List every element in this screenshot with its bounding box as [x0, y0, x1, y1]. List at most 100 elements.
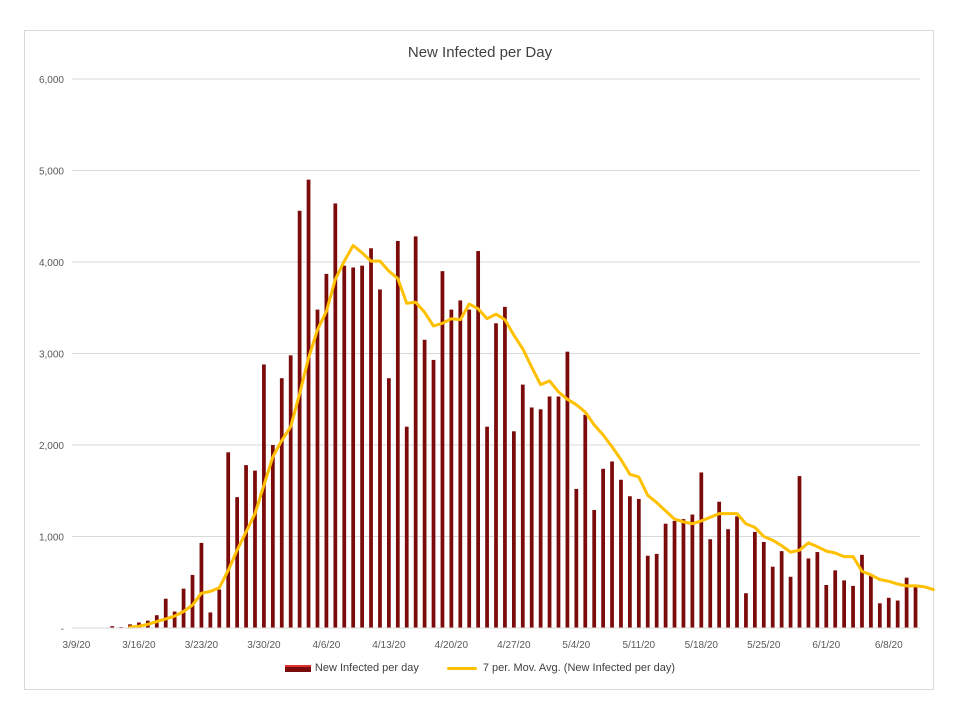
bar [601, 468, 605, 628]
x-tick-label: 5/18/20 [685, 640, 719, 651]
bar [842, 580, 847, 628]
legend-item-line: 7 per. Mov. Avg. (New Infected per day) [446, 662, 676, 674]
bar [244, 465, 248, 628]
bar [538, 409, 543, 628]
bar [690, 514, 695, 628]
x-tick-label: 6/1/20 [812, 640, 840, 651]
bar [333, 203, 338, 628]
legend-label-line: 7 per. Mov. Avg. (New Infected per day) [482, 662, 676, 674]
bar [226, 452, 231, 628]
x-tick-label: 4/13/20 [372, 640, 406, 651]
bar [565, 351, 570, 628]
bar [869, 574, 873, 628]
bar [628, 496, 632, 628]
bar [860, 554, 864, 628]
bar [467, 309, 472, 628]
bar [485, 426, 489, 628]
bar [395, 240, 400, 628]
bar [529, 407, 534, 628]
legend-label-bars: New Infected per day [314, 662, 419, 674]
x-tick-label: 5/4/20 [562, 640, 590, 651]
x-tick-label: 3/30/20 [247, 640, 281, 651]
bar [547, 396, 552, 628]
bar [431, 359, 436, 628]
bar [208, 612, 213, 628]
bar [235, 497, 240, 628]
bar [440, 271, 445, 628]
y-tick-label: 1,000 [39, 533, 64, 544]
bar [110, 626, 115, 628]
bar [806, 558, 811, 628]
x-tick-label: 3/23/20 [185, 640, 219, 651]
bar [494, 323, 498, 628]
bar [324, 273, 329, 628]
bar [199, 542, 204, 628]
bar [645, 555, 650, 628]
x-tick-label: 4/6/20 [312, 640, 340, 651]
bar [262, 364, 266, 628]
bar [735, 516, 739, 628]
bar [904, 577, 909, 628]
moving-average-line [128, 244, 935, 629]
bar [387, 378, 391, 628]
y-tick-label: 4,000 [39, 258, 64, 269]
x-tick-label: 3/9/20 [63, 640, 91, 651]
x-tick-label: 3/16/20 [122, 640, 156, 651]
bar [556, 396, 561, 628]
bar [172, 611, 177, 628]
bar [913, 585, 918, 628]
bar [779, 551, 784, 628]
bar [761, 541, 766, 628]
bar [770, 566, 775, 628]
legend: New Infected per day 7 per. Mov. Avg. (N… [0, 662, 960, 674]
bar [708, 539, 713, 628]
bar [503, 306, 507, 628]
bar [672, 520, 677, 628]
bar [163, 598, 168, 628]
bar [851, 585, 855, 628]
bar [744, 593, 748, 628]
x-axis-tick-labels: 3/9/20 3/16/20 3/23/20 3/30/20 4/6/20 4/13/20… [63, 640, 904, 651]
bar [788, 576, 793, 628]
bar [663, 523, 668, 628]
bar [458, 300, 463, 628]
bar [422, 339, 427, 628]
bar [877, 603, 882, 628]
bar [369, 248, 373, 628]
bar [592, 509, 597, 628]
bar [270, 445, 275, 628]
bar [833, 570, 838, 628]
bar [815, 552, 820, 628]
chart-title: New Infected per Day [407, 44, 553, 61]
bar [824, 584, 829, 628]
y-tick-label: - [61, 624, 64, 635]
bar [476, 251, 481, 628]
y-tick-label: 2,000 [39, 441, 64, 452]
bar [886, 597, 891, 628]
bar [378, 289, 382, 628]
bar [449, 309, 454, 628]
bar [895, 600, 900, 628]
bar [619, 479, 623, 628]
bar [413, 236, 418, 628]
bar [315, 309, 320, 628]
bar [520, 384, 525, 628]
bar [306, 179, 311, 628]
y-axis-tick-labels: - 1,000 2,000 3,000 4,000 5,000 6,000 [39, 75, 64, 635]
bar [217, 589, 222, 628]
y-tick-label: 5,000 [39, 167, 64, 178]
bar [636, 498, 641, 628]
x-tick-label: 4/20/20 [435, 640, 469, 651]
bar [511, 431, 516, 628]
legend-bar-swatch [284, 664, 311, 672]
bar [726, 529, 730, 628]
bar [610, 461, 614, 628]
bar [279, 378, 284, 628]
bar [181, 588, 186, 628]
bar [699, 472, 704, 628]
bar [681, 519, 686, 628]
bar [190, 574, 195, 628]
legend-item-bars: New Infected per day [284, 662, 419, 674]
x-tick-label: 6/8/20 [875, 640, 903, 651]
